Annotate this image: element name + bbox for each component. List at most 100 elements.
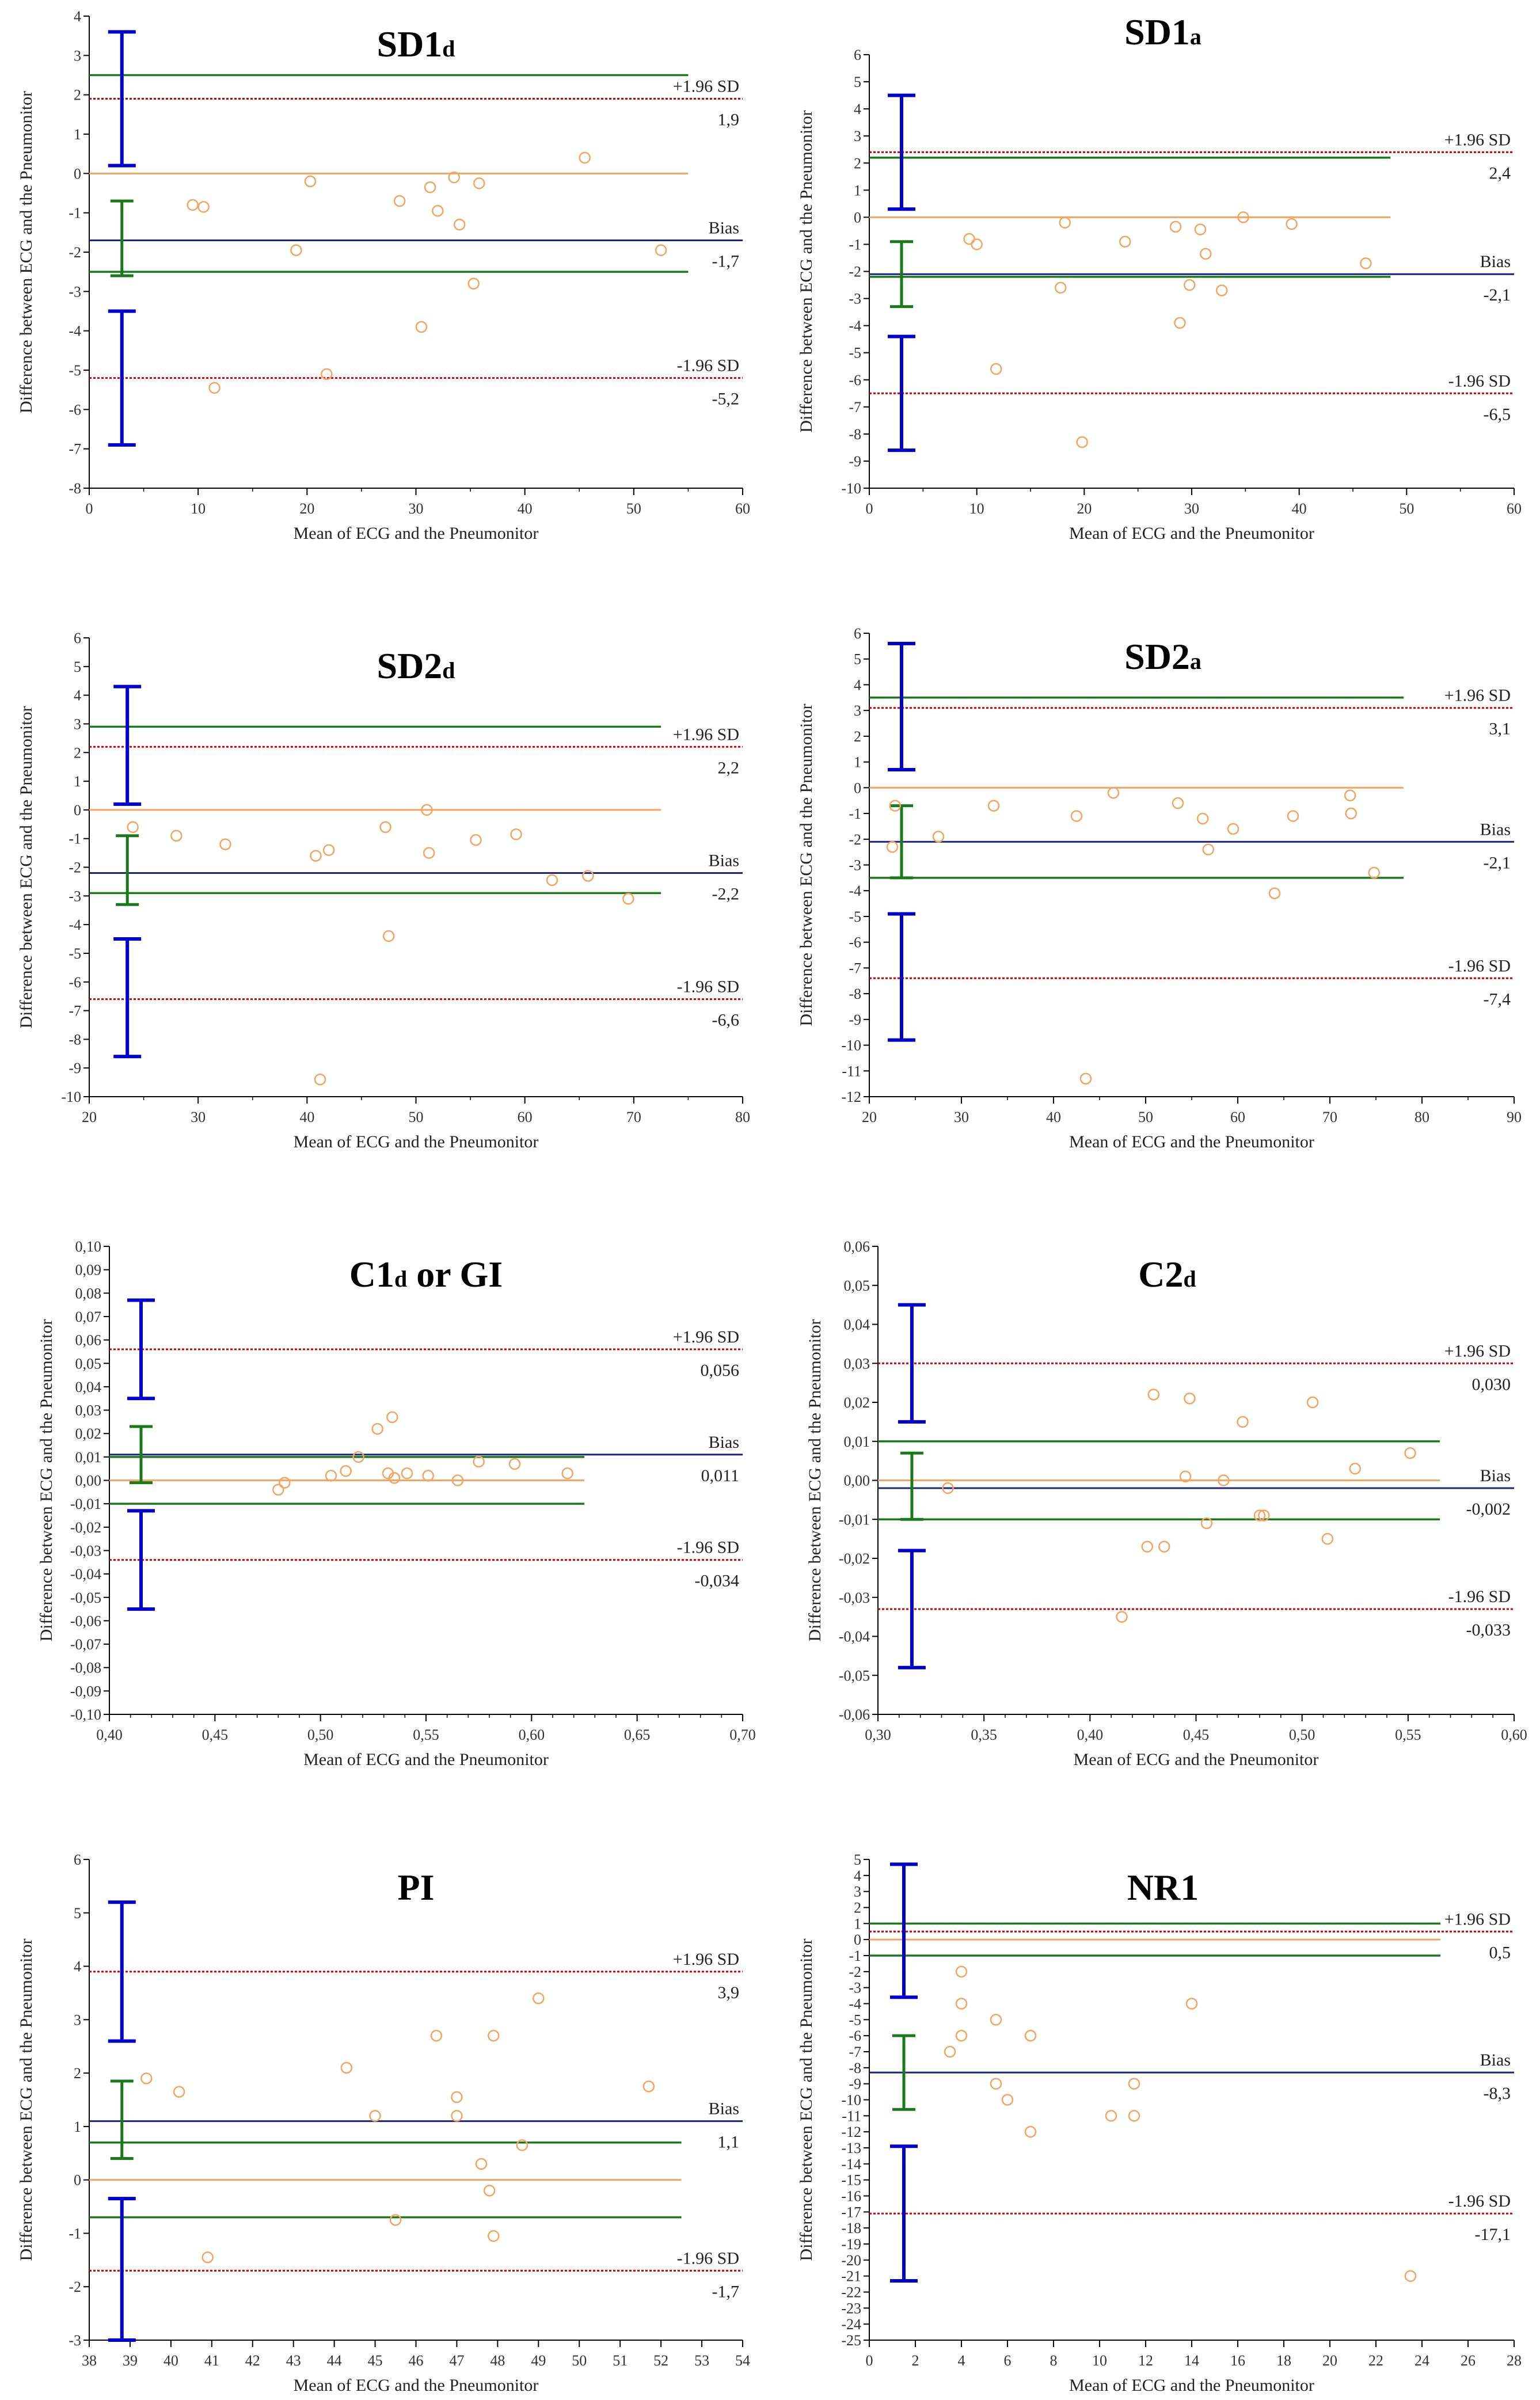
- data-point: [1184, 1392, 1196, 1405]
- y-tick-label: 0: [854, 779, 861, 796]
- x-tick-label: 16: [1230, 2352, 1245, 2369]
- chart-title-subscript: d: [394, 1266, 407, 1292]
- y-tick-label: 0,01: [75, 1449, 102, 1466]
- y-tick-label: -0,04: [839, 1629, 870, 1645]
- x-tick-label: 40: [518, 500, 533, 517]
- lower-loa-label: -1.96 SD: [1448, 2192, 1511, 2211]
- y-tick-label: -0,06: [839, 1706, 870, 1723]
- data-point: [955, 1998, 968, 2010]
- x-tick-label: 40: [163, 2352, 178, 2369]
- data-point: [1349, 1462, 1361, 1475]
- bias-value: -1,7: [712, 252, 740, 271]
- x-tick-label: 40: [1046, 1109, 1061, 1125]
- data-point: [201, 2251, 214, 2264]
- bias-ci: [130, 1425, 153, 1485]
- data-point: [1253, 1509, 1266, 1522]
- x-tick-label: 10: [969, 500, 984, 517]
- data-point: [1237, 1416, 1249, 1428]
- data-point: [393, 195, 406, 207]
- x-tick-label: 0,50: [307, 1726, 334, 1743]
- data-point: [579, 151, 591, 164]
- y-tick-label: -0,09: [70, 1683, 101, 1699]
- y-tick-label: -0,06: [70, 1612, 101, 1629]
- data-point: [304, 175, 317, 188]
- bias-value: -8,3: [1484, 2084, 1511, 2103]
- data-point: [432, 205, 444, 217]
- data-point: [987, 800, 1000, 812]
- chart-title: NR1: [1127, 1867, 1199, 1908]
- y-tick-label: -10: [841, 480, 861, 497]
- data-point: [1200, 248, 1212, 260]
- y-tick-label: 2: [854, 155, 861, 172]
- y-tick-label: 0,09: [75, 1262, 102, 1279]
- upper-loa-label: +1.96 SD: [673, 1950, 739, 1969]
- y-tick-label: 5: [854, 74, 861, 90]
- y-tick-label: -5: [849, 345, 861, 362]
- chart-panel-6: 0,06 0,05 0,04 0,03 0,02 0,01 0,00 -0,01 -0,02 -0…: [805, 1238, 1527, 1769]
- data-point: [1059, 216, 1071, 229]
- data-point: [127, 821, 139, 834]
- data-point: [340, 2062, 353, 2074]
- x-tick-label: 0: [86, 500, 93, 517]
- x-tick-label: 0: [866, 2352, 873, 2369]
- x-tick-label: 39: [123, 2352, 138, 2369]
- bias-value: -2,2: [712, 884, 740, 903]
- y-axis-label: Difference between ECG and the Pneumonit…: [797, 110, 816, 432]
- y-tick-label: -24: [841, 2316, 861, 2333]
- data-point: [389, 2214, 402, 2226]
- y-tick-label: 4: [854, 1867, 861, 1884]
- y-tick-label: 0,05: [844, 1277, 870, 1294]
- upper-loa-label: +1.96 SD: [673, 725, 739, 744]
- bias-value: -2,1: [1484, 286, 1511, 305]
- x-tick-label: 46: [409, 2352, 424, 2369]
- data-point: [170, 830, 182, 842]
- data-point: [1216, 284, 1228, 296]
- y-tick-label: -3: [69, 283, 81, 300]
- lower-loa-label: -1.96 SD: [1448, 371, 1511, 390]
- y-tick-label: -3: [849, 857, 861, 874]
- x-tick-label: 53: [694, 2352, 709, 2369]
- chart-title-main: PI: [398, 1867, 435, 1908]
- data-point: [208, 382, 220, 394]
- x-tick-label: 50: [409, 1109, 424, 1125]
- x-tick-label: 70: [1322, 1109, 1337, 1125]
- upper-loa-value: 1,9: [718, 111, 740, 130]
- y-tick-label: -4: [849, 1996, 861, 2013]
- x-axis-label: Mean of ECG and the Pneumonitor: [303, 1750, 549, 1769]
- upper-loa-label: +1.96 SD: [673, 77, 739, 96]
- data-point: [1360, 257, 1372, 269]
- data-point: [642, 2080, 655, 2093]
- data-point: [1184, 279, 1196, 291]
- y-axis-label: Difference between ECG and the Pneumonit…: [797, 703, 816, 1026]
- y-tick-label: -11: [842, 2108, 861, 2124]
- bias-ci: [116, 834, 139, 906]
- y-tick-label: 3: [74, 2011, 81, 2028]
- lower-loa-ci: [127, 1509, 155, 1611]
- lower-loa-ci: [890, 2144, 918, 2283]
- y-tick-label: 0,02: [844, 1394, 870, 1411]
- y-tick-label: 1: [854, 182, 861, 199]
- lower-loa-value: -0,034: [695, 1572, 740, 1591]
- x-tick-label: 30: [954, 1109, 969, 1125]
- y-tick-label: -0,04: [70, 1566, 101, 1583]
- bias-ci: [110, 2079, 134, 2161]
- x-tick-label: 12: [1138, 2352, 1153, 2369]
- y-tick-label: -13: [841, 2140, 861, 2156]
- data-point: [942, 1482, 954, 1494]
- y-tick-label: -3: [849, 291, 861, 307]
- data-point: [1147, 1389, 1160, 1401]
- y-tick-label: -6: [849, 372, 861, 389]
- x-tick-label: 43: [286, 2352, 301, 2369]
- y-tick-label: 0,03: [75, 1402, 102, 1419]
- y-tick-label: 2: [74, 744, 81, 761]
- data-point: [415, 321, 428, 333]
- upper-loa-value: 0,030: [1472, 1375, 1511, 1394]
- chart-title-main: C1: [349, 1254, 394, 1295]
- bias-ci: [890, 804, 913, 880]
- bias-label: Bias: [1480, 820, 1511, 839]
- upper-loa-ci: [898, 1303, 926, 1424]
- x-tick-label: 0,55: [413, 1726, 439, 1743]
- x-tick-label: 0,30: [865, 1726, 891, 1743]
- y-tick-label: -0,07: [70, 1636, 101, 1653]
